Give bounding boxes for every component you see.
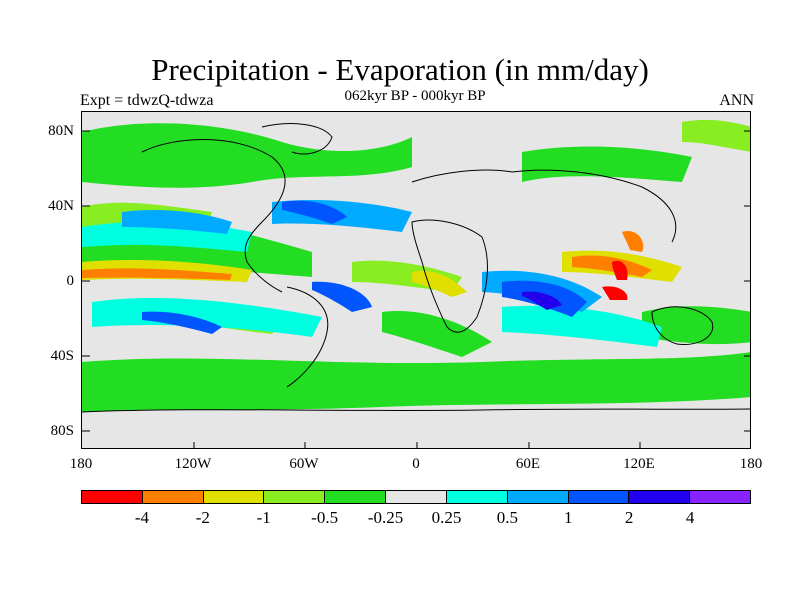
lon-label-180-right: 180	[739, 456, 763, 472]
colorbar-label: 0.25	[431, 508, 462, 527]
dark-blue-patches	[522, 291, 562, 310]
colorbar-box-9	[629, 491, 691, 503]
colorbar-label: -2	[195, 508, 210, 527]
coastlines	[82, 123, 750, 413]
colorbar-box-6	[446, 491, 508, 503]
lat-label-0: 0	[66, 273, 75, 289]
map-ticks	[82, 130, 750, 448]
colorbar-box-5	[386, 491, 447, 503]
red-patches	[602, 260, 628, 300]
colorbar-label: 0.5	[496, 508, 518, 527]
lon-label-120e: 120E	[623, 456, 655, 472]
lat-label-40s: 40S	[50, 348, 74, 364]
orange-patches	[82, 231, 652, 280]
experiment-label: Expt = tdwzQ-tdwza	[80, 92, 214, 109]
lon-label-60e: 60E	[515, 456, 541, 472]
colorbar-box-7	[507, 491, 569, 503]
plot-title: Precipitation - Evaporation (in mm/day)	[151, 52, 649, 87]
colorbar-label: -4	[134, 508, 149, 527]
lon-label-0: 0	[412, 456, 420, 472]
lon-label-180-left: 180	[69, 456, 93, 472]
colorbar-box-2	[203, 491, 265, 503]
colorbar-label: 4	[685, 508, 695, 527]
colorbar-label: -0.5	[311, 508, 339, 527]
colorbar-box-3	[264, 491, 326, 503]
colorbar-box-1	[142, 491, 204, 503]
colorbar-box-0	[82, 491, 143, 503]
precip-evap-field	[82, 119, 750, 448]
colorbar-label: -0.25	[367, 508, 404, 527]
lat-label-40n: 40N	[48, 198, 74, 214]
colorbar-box-10	[690, 491, 750, 503]
cyan-patches	[82, 221, 662, 347]
colorbar-box-4	[325, 491, 387, 503]
lat-label-80n: 80N	[48, 123, 74, 139]
colorbar	[81, 490, 751, 504]
colorbar-box-8	[568, 491, 630, 503]
lat-label-80s: 80S	[50, 423, 74, 439]
season-label: ANN	[719, 92, 754, 109]
colorbar-label: -1	[256, 508, 271, 527]
colorbar-label: 2	[624, 508, 634, 527]
colorbar-label: 1	[564, 508, 573, 527]
blue-patches	[142, 200, 587, 334]
lon-label-60w: 60W	[289, 456, 319, 472]
map-panel	[81, 111, 751, 449]
plot-subtitle: 062kyr BP - 000kyr BP	[344, 88, 486, 104]
lon-label-120w: 120W	[174, 456, 212, 472]
